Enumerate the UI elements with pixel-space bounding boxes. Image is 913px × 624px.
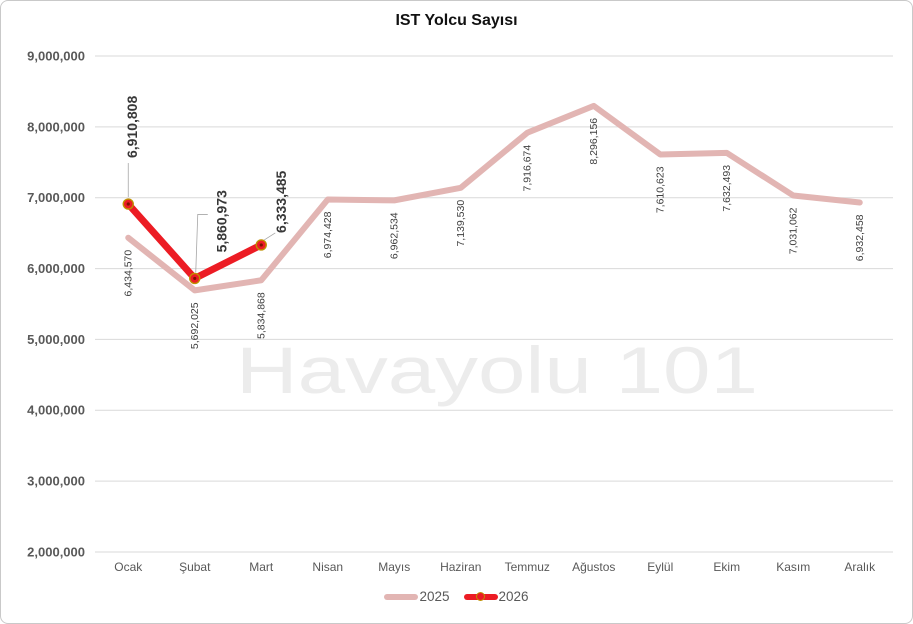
chart-legend: 2025 2026	[1, 589, 912, 604]
data-label-2025: 5,692,025	[189, 302, 201, 349]
y-axis-tick-label: 4,000,000	[27, 403, 85, 418]
y-axis-tick-label: 3,000,000	[27, 474, 85, 489]
legend-label-2025: 2025	[419, 589, 450, 604]
label-leader-line	[195, 214, 208, 273]
data-point-marker-center	[259, 243, 263, 247]
x-axis-tick-label: Ocak	[114, 560, 143, 574]
y-axis-tick-label: 5,000,000	[27, 332, 85, 347]
series-line-2026	[124, 200, 265, 282]
x-axis-tick-label: Mart	[249, 560, 274, 574]
data-label-2026: 6,910,808	[124, 96, 140, 158]
legend-label-2026: 2026	[498, 589, 529, 604]
data-label-2025: 8,296,156	[588, 118, 600, 165]
data-label-2025: 6,962,534	[389, 212, 401, 259]
data-label-2025: 7,916,674	[522, 145, 534, 192]
y-axis-tick-label: 8,000,000	[27, 119, 85, 134]
x-axis-tick-label: Aralık	[844, 560, 876, 574]
legend-line-2026-icon	[463, 591, 498, 601]
data-label-2025: 5,834,868	[256, 292, 268, 339]
data-point-marker-center	[126, 202, 130, 206]
x-axis-tick-label: Ağustos	[572, 560, 615, 574]
y-axis-tick-label: 7,000,000	[27, 190, 85, 205]
x-axis-tick-label: Eylül	[647, 560, 673, 574]
data-label-2025: 7,139,530	[455, 200, 467, 247]
x-axis-tick-label: Haziran	[440, 560, 481, 574]
label-leader-line	[264, 232, 276, 241]
data-label-2025: 6,434,570	[123, 250, 135, 297]
legend-line-2025-icon	[384, 593, 419, 600]
series-line-2025	[125, 102, 863, 294]
legend-item-2026: 2026	[463, 589, 529, 604]
x-axis-tick-label: Nisan	[312, 560, 343, 574]
legend-marker-icon	[475, 591, 485, 601]
data-label-2025: 7,031,062	[788, 207, 800, 254]
x-axis-tick-label: Temmuz	[505, 560, 550, 574]
legend-item-2025: 2025	[384, 589, 450, 604]
data-label-2026: 5,860,973	[213, 190, 229, 252]
y-axis-tick-label: 2,000,000	[27, 544, 85, 559]
data-label-2025: 7,610,623	[655, 166, 667, 213]
x-axis-tick-label: Mayıs	[378, 560, 410, 574]
chart-title: IST Yolcu Sayısı	[395, 12, 518, 29]
data-label-2025: 6,932,458	[854, 214, 866, 261]
x-axis-tick-label: Ekim	[713, 560, 740, 574]
x-axis-tick-label: Şubat	[179, 560, 211, 574]
y-axis-tick-label: 9,000,000	[27, 48, 85, 63]
x-axis-tick-label: Kasım	[776, 560, 810, 574]
watermark-text: Havayolu 101	[236, 333, 758, 407]
data-point-marker-center	[193, 276, 197, 281]
data-label-2025: 7,632,493	[721, 165, 733, 212]
data-label-2025: 6,974,428	[322, 211, 334, 258]
y-axis-tick-label: 6,000,000	[27, 261, 85, 276]
data-label-2026: 6,333,485	[273, 170, 289, 232]
